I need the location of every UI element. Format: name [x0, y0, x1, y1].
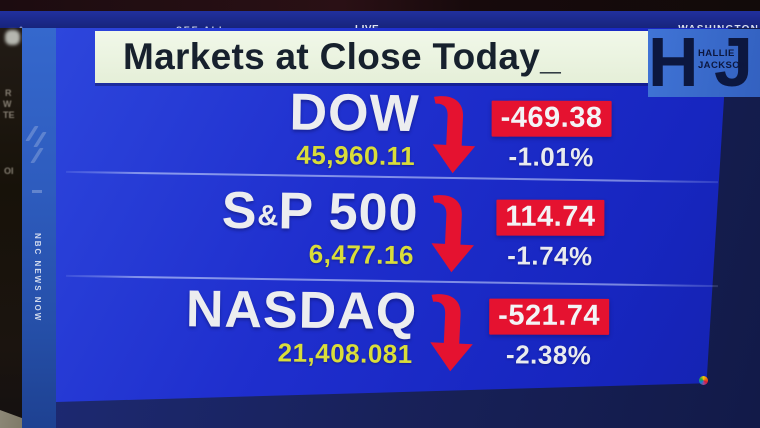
anchor-name-label: HALLIE JACKSON: [698, 48, 747, 73]
bezel-text-fragment: R: [5, 88, 12, 98]
change-value-badge: -521.74: [489, 298, 610, 335]
market-rows: DOW 45,960.11 -469.38 -1.01% S&P 500 6,4…: [76, 84, 620, 388]
index-name: NASDAQ: [185, 280, 418, 342]
bezel-text-fragment: W: [3, 99, 12, 109]
bezel-text-fragment: TE: [3, 110, 15, 120]
network-brand-label: NBC NEWS NOW: [33, 233, 42, 323]
market-row: S&P 500 6,477.16 114.74 -1.74%: [78, 181, 619, 289]
anchor-last-name: JACKSON: [698, 60, 748, 72]
change-column: 114.74 -1.74%: [482, 188, 619, 273]
change-column: -521.74 -2.38%: [481, 287, 618, 372]
index-name: DOW: [289, 83, 421, 144]
down-arrow-icon: [416, 286, 481, 381]
down-arrow-icon: [419, 88, 484, 183]
page-title: Markets at Close Today_: [123, 36, 562, 77]
studio-background-strip: [0, 0, 760, 11]
change-value-badge: 114.74: [496, 199, 605, 236]
index-column: DOW 45,960.11: [79, 84, 420, 172]
markets-graphic-panel: [56, 28, 729, 402]
anchor-badge: H J HALLIE JACKSON: [648, 29, 760, 97]
badge-initial-h: H: [648, 29, 699, 97]
monitor-bezel: R W TE OI: [0, 28, 22, 428]
index-close-value: 45,960.11: [296, 139, 416, 172]
market-row: DOW 45,960.11 -469.38 -1.01%: [79, 84, 620, 190]
index-column: S&P 500 6,477.16: [78, 181, 419, 271]
index-close-value: 6,477.16: [308, 238, 415, 271]
slash-mark-icon: [33, 132, 47, 147]
change-percent: -2.38%: [505, 339, 592, 371]
index-name: S&P 500: [221, 181, 419, 243]
anchor-first-name: HALLIE: [698, 48, 735, 59]
badge-initial-j: J: [714, 29, 753, 97]
index-column: NASDAQ 21,408.081: [77, 280, 418, 370]
dash-mark-icon: [32, 190, 42, 193]
slash-mark-icon: [25, 126, 39, 141]
headline-banner: Markets at Close Today_: [95, 31, 648, 83]
reflection-blob: [5, 30, 20, 45]
slash-mark-icon: [30, 148, 44, 163]
change-column: -469.38 -1.01%: [483, 89, 620, 174]
change-value-badge: -469.38: [491, 100, 612, 137]
bezel-text-fragment: OI: [4, 166, 14, 176]
change-percent: -1.01%: [508, 141, 595, 173]
index-close-value: 21,408.081: [277, 337, 413, 370]
down-arrow-icon: [418, 187, 483, 282]
change-percent: -1.74%: [507, 240, 593, 272]
market-row: NASDAQ 21,408.081 -521.74 -2.38%: [76, 280, 618, 388]
nbc-side-rail: NBC NEWS NOW: [22, 28, 56, 428]
ticker-top-bar: SEE ALL LIVE WASHINGTON: [0, 11, 760, 35]
nbc-peacock-icon: [699, 376, 708, 385]
